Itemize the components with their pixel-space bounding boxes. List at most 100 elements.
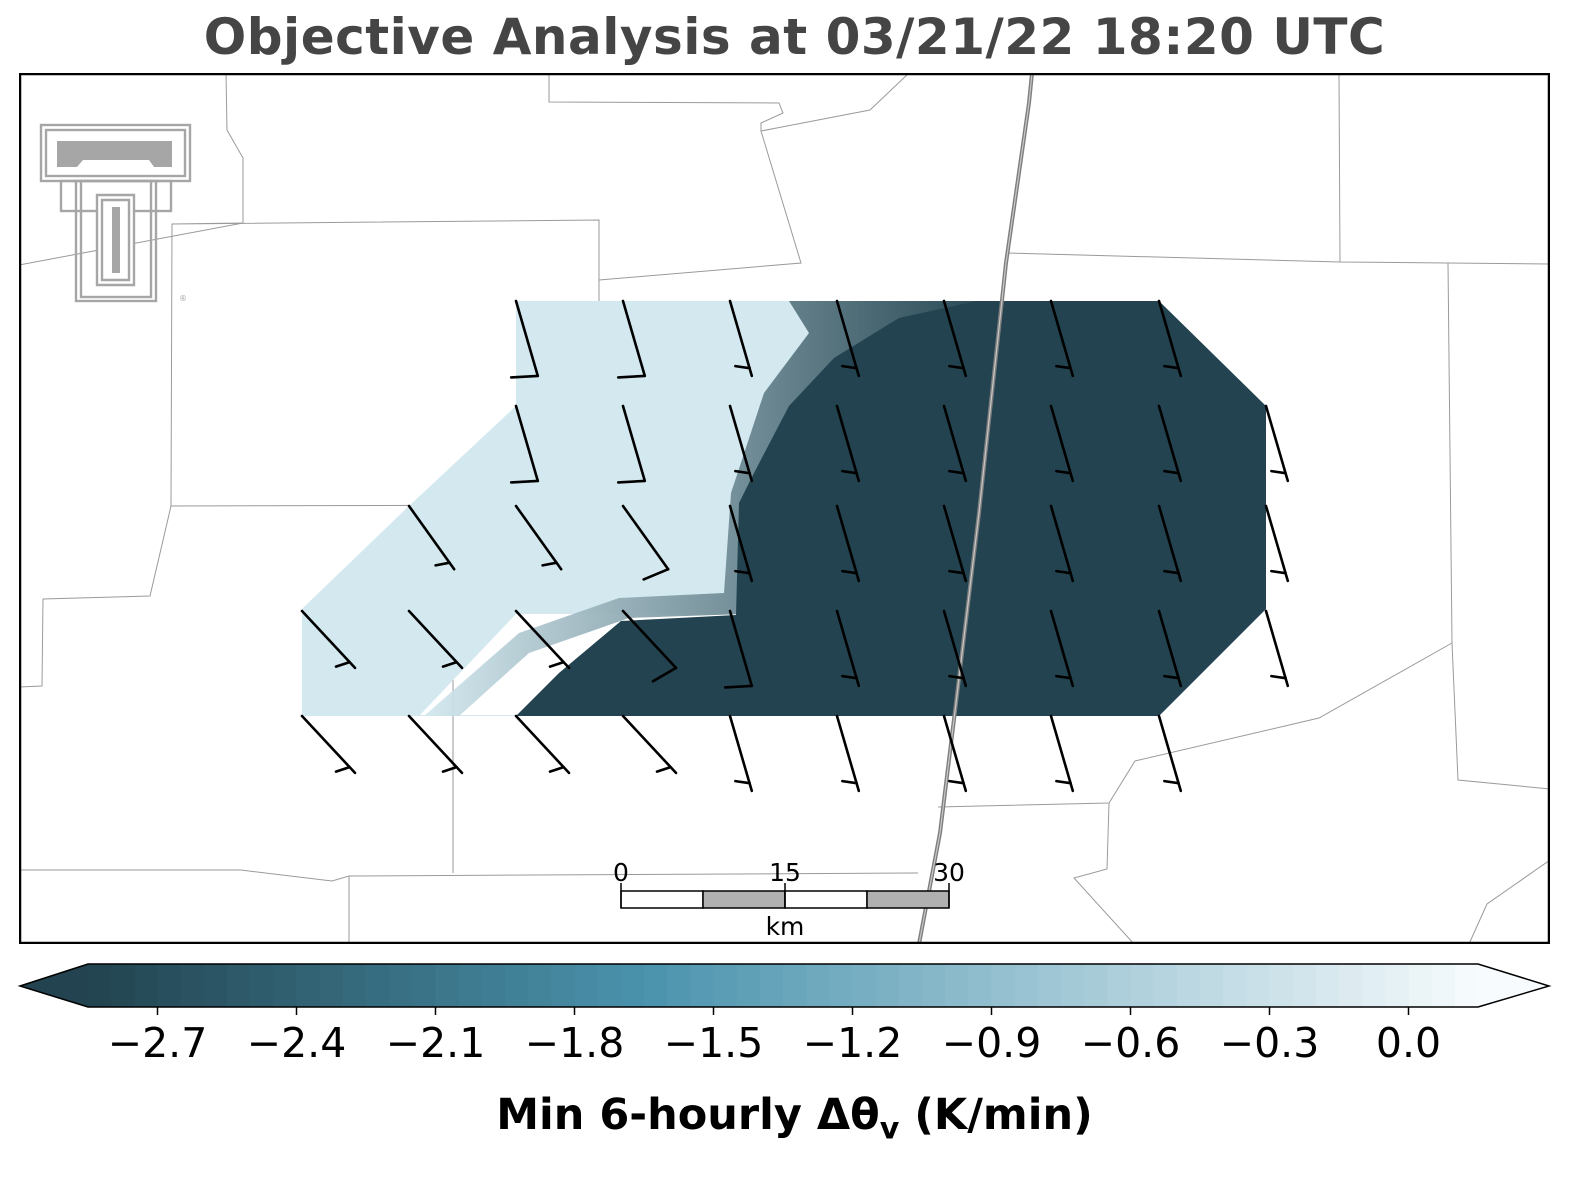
- wind-barb-shaft: [1049, 504, 1075, 583]
- wind-barb-feather: [734, 569, 751, 575]
- colorbar-cell: [180, 964, 205, 1007]
- colorbar-tick-label: −1.8: [525, 1019, 625, 1067]
- colorbar-cell: [435, 964, 460, 1007]
- wind-barb-shaft: [621, 504, 670, 571]
- scale-bar: 0 15 30 km: [613, 858, 965, 941]
- wind-barb-feather: [642, 567, 670, 581]
- wind-barb-feather: [1163, 779, 1180, 785]
- wind-barb-shaft: [1157, 609, 1183, 688]
- wind-barb-shaft: [300, 609, 357, 670]
- colorbar-cell: [875, 964, 900, 1007]
- wind-barb-shaft: [942, 714, 968, 793]
- wind-barb-feather: [948, 364, 965, 370]
- wind-barb-shaft: [942, 299, 968, 378]
- colorbar-cell: [157, 964, 182, 1007]
- colorbar-cell: [736, 964, 761, 1007]
- wind-barb-shaft: [728, 714, 754, 793]
- colorbar-cell: [134, 964, 159, 1007]
- wind-barb-feather: [734, 364, 751, 370]
- colorbar-ticks: −2.7 −2.4 −2.1 −1.8 −1.5 −1.2 −0.9 −0.6 −0.3 0.0: [108, 1007, 1441, 1067]
- colorbar-tick-label: −2.4: [247, 1019, 347, 1067]
- colorbar-cell: [783, 964, 807, 1007]
- colorbar-cell: [1385, 964, 1410, 1007]
- wind-barb-feather: [548, 765, 565, 773]
- wind-barb-shaft: [1157, 504, 1183, 583]
- wind-barb-feather: [441, 660, 458, 668]
- colorbar-cell: [1176, 964, 1201, 1007]
- colorbar-cell: [991, 964, 1016, 1007]
- wind-barb-feather: [334, 765, 351, 773]
- colorbar-cell: [1362, 964, 1386, 1007]
- wind-barb-feather: [616, 374, 647, 379]
- colorbar-cell: [620, 964, 645, 1007]
- colorbar-extend-high: [1478, 964, 1549, 1007]
- colorbar-cell: [644, 964, 668, 1007]
- wind-barb-shaft: [514, 299, 540, 378]
- wind-barb-feather: [734, 469, 751, 475]
- colorbar-cell: [945, 964, 969, 1007]
- wind-barb-shaft: [514, 609, 571, 670]
- scale-units: km: [766, 912, 805, 941]
- scale-seg-4: [866, 890, 950, 909]
- colorbar-cell: [690, 964, 715, 1007]
- wind-barb-shaft: [835, 404, 861, 483]
- colorbar-label: Min 6-hourly Δθv (K/min): [0, 1090, 1589, 1147]
- wind-barb-feather: [1163, 674, 1180, 680]
- colorbar-tick-label: −1.5: [664, 1019, 764, 1067]
- wind-barb-feather: [1163, 469, 1180, 475]
- colorbar-cell: [667, 964, 691, 1007]
- colorbar-cell: [273, 964, 298, 1007]
- colorbar-tick-label: −2.1: [386, 1019, 486, 1067]
- map-frame: [19, 73, 1550, 944]
- colorbar-cell: [111, 964, 135, 1007]
- colorbar-cell: [1292, 964, 1317, 1007]
- wind-barb-shaft: [1157, 299, 1183, 378]
- wind-barb-shaft: [1264, 504, 1290, 583]
- scale-seg-1: [620, 890, 704, 909]
- colorbar-cell: [1315, 964, 1340, 1007]
- wind-barb-shaft: [407, 609, 464, 670]
- wind-barb-feather: [1055, 569, 1072, 575]
- colorbar-cell: [898, 964, 923, 1007]
- colorbar-cell: [1200, 964, 1224, 1007]
- colorbar-cell: [342, 964, 367, 1007]
- colorbar-cell: [528, 964, 552, 1007]
- colorbar-tick-label: −0.3: [1220, 1019, 1320, 1067]
- colorbar-cell: [1084, 964, 1108, 1007]
- wind-barb-feather: [1163, 364, 1180, 370]
- map-panel: ® 0 15 30 km: [19, 73, 1550, 944]
- wind-barb-feather: [723, 684, 754, 689]
- wind-barb-shaft: [514, 504, 563, 571]
- field-light-region-lower: [302, 506, 739, 716]
- scale-seg-3: [784, 890, 868, 909]
- colorbar-cell: [1431, 964, 1456, 1007]
- colorbar-tick-label: −0.6: [1081, 1019, 1181, 1067]
- colorbar-cell: [1408, 964, 1433, 1007]
- colorbar-cell: [1339, 964, 1363, 1007]
- chart-title: Objective Analysis at 03/21/22 18:20 UTC: [203, 8, 1386, 66]
- scale-seg-2: [702, 890, 786, 909]
- colorbar-cell: [1037, 964, 1062, 1007]
- wind-barb-feather: [1163, 569, 1180, 575]
- wind-barb-feather: [509, 479, 540, 484]
- colorbar-cell: [203, 964, 228, 1007]
- scale-tick-30: 30: [933, 858, 965, 887]
- wind-barb-shaft: [1049, 404, 1075, 483]
- wind-barb-shaft: [1049, 714, 1075, 793]
- colorbar-extend-low: [20, 964, 88, 1007]
- wind-barb-shaft: [942, 504, 968, 583]
- scale-tick-15: 15: [769, 858, 801, 887]
- wind-barb-feather: [616, 479, 647, 484]
- colorbar-cell: [458, 964, 483, 1007]
- svg-text:®: ®: [179, 294, 187, 303]
- colorbar-cell: [574, 964, 599, 1007]
- wind-barb-feather: [655, 765, 672, 773]
- colorbar-label-units: (K/min): [914, 1090, 1093, 1140]
- colorbar-cell: [1153, 964, 1178, 1007]
- colorbar-tick-label: −1.2: [803, 1019, 903, 1067]
- colorbar-cell: [366, 964, 390, 1007]
- colorbar-cell: [296, 964, 321, 1007]
- field-gradient-band: [424, 301, 977, 716]
- wind-barb-feather: [1055, 674, 1072, 680]
- wind-barb-shaft: [835, 714, 861, 793]
